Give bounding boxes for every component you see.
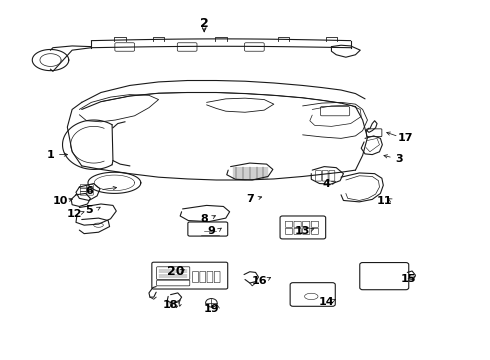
Text: 2: 2: [200, 17, 209, 30]
Text: 5: 5: [85, 205, 93, 215]
Text: 19: 19: [203, 304, 219, 314]
Text: 17: 17: [398, 133, 414, 143]
Text: 14: 14: [319, 297, 335, 307]
Text: 4: 4: [323, 179, 331, 189]
Text: 9: 9: [207, 226, 215, 236]
Text: 3: 3: [395, 154, 402, 164]
Text: 10: 10: [52, 196, 68, 206]
Text: 8: 8: [200, 214, 208, 224]
Text: 6: 6: [85, 186, 93, 195]
Text: 15: 15: [401, 274, 416, 284]
Text: 20: 20: [167, 265, 184, 278]
Text: 18: 18: [163, 300, 178, 310]
Text: 11: 11: [376, 196, 392, 206]
Text: 13: 13: [295, 226, 310, 236]
Text: 12: 12: [67, 208, 82, 219]
Text: 16: 16: [251, 275, 267, 285]
Text: 1: 1: [47, 150, 54, 160]
Text: 7: 7: [246, 194, 254, 204]
